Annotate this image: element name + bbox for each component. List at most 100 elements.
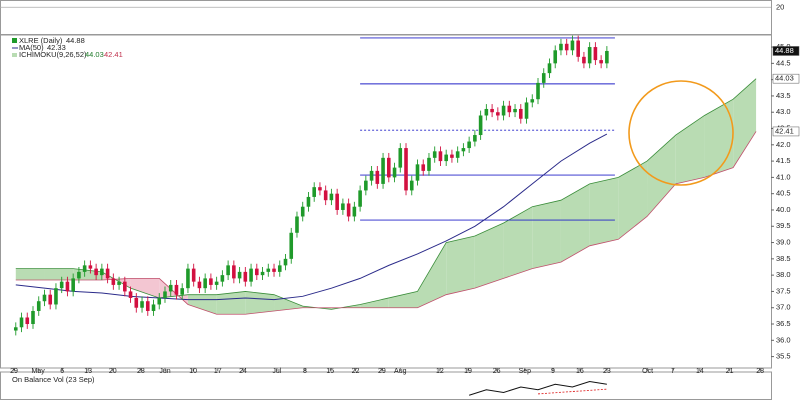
candle-body	[54, 288, 58, 305]
x-tick-label: 22	[352, 368, 360, 375]
span-a-line	[15, 78, 757, 310]
candle-body	[272, 268, 276, 272]
candle-body	[570, 40, 575, 51]
legend-symbol: XLRE (Daily)	[19, 36, 63, 45]
cloud-segment	[245, 291, 275, 315]
candle-body	[82, 265, 87, 272]
obv-line	[468, 380, 607, 396]
legend-span-a: 44.03	[85, 50, 104, 59]
candle-body	[295, 216, 299, 233]
candle-body	[375, 170, 380, 184]
x-tick-label: Sep	[519, 368, 532, 375]
candle-body	[559, 43, 563, 51]
legend-ma-value: 42.33	[47, 43, 66, 52]
y-tick-label: 41.0	[776, 172, 791, 181]
candle-body	[260, 271, 265, 276]
cloud-segment	[388, 291, 418, 308]
x-tick-label: Oct	[642, 368, 653, 375]
cloud-segment	[647, 135, 676, 217]
candle-body	[513, 108, 517, 113]
x-tick-label: 8	[303, 368, 307, 375]
x-tick-label: 17	[214, 368, 222, 375]
candle-body	[318, 187, 322, 191]
legend-swatch	[12, 38, 17, 43]
cloud-segment	[360, 297, 389, 308]
y-tick-label: 40.0	[776, 205, 791, 214]
candle-body	[587, 47, 592, 64]
cloud-segment	[532, 200, 561, 269]
candle-body	[249, 268, 253, 282]
candle-body	[547, 63, 552, 74]
highlight-circle	[628, 80, 734, 186]
x-tick-label: 21	[726, 368, 734, 375]
candle-body	[191, 268, 196, 282]
obv-trend	[537, 388, 607, 395]
y-tick-label: 44.5	[776, 58, 791, 67]
candle-body	[461, 148, 466, 152]
candle-body	[312, 187, 316, 197]
candle-body	[536, 82, 540, 100]
candle-body	[300, 206, 305, 217]
y-tick-label: 39.5	[776, 221, 791, 230]
candle-body	[128, 291, 133, 298]
y-tick-label: 42.0	[776, 140, 791, 149]
candle-body	[438, 151, 443, 162]
span-a-price-box	[772, 73, 800, 84]
y-tick-label: 38.5	[776, 254, 791, 263]
candle-body	[277, 265, 282, 272]
candle-body	[105, 268, 110, 279]
candle-body	[335, 193, 339, 210]
candle-body	[266, 268, 271, 272]
candle-body	[13, 327, 18, 331]
candle-body	[329, 193, 334, 201]
legend-ichimoku: ICHIMOKU(9,26,52)	[19, 50, 87, 59]
x-tick-label: Aug	[394, 368, 407, 375]
candle-body	[145, 301, 150, 311]
x-tick-label: 13	[84, 368, 92, 375]
x-tick-label: Jun	[159, 368, 170, 375]
cloud-segment	[503, 206, 533, 279]
cloud-segment	[446, 236, 475, 295]
close-price-box	[772, 46, 800, 56]
x-tick-label: 9	[551, 368, 555, 375]
ma-line	[15, 133, 608, 301]
close-price: 44.88	[775, 46, 794, 55]
x-tick-label: 7	[671, 368, 675, 375]
candle-body	[203, 278, 207, 289]
y-tick-label: 39.0	[776, 238, 791, 247]
candle-body	[518, 108, 523, 119]
candle-body	[346, 203, 351, 217]
legend-span-b: 42.41	[104, 50, 123, 59]
candle-body	[25, 317, 30, 325]
candle-body	[605, 50, 609, 64]
candle-body	[140, 301, 144, 308]
candle-body	[157, 297, 162, 305]
candle-body	[553, 50, 558, 64]
candle-body	[381, 157, 385, 184]
y-tick-label: 43.0	[776, 107, 791, 116]
y-tick-label: 37.0	[776, 303, 791, 312]
candle-body	[524, 102, 529, 119]
x-tick-label: 23	[603, 368, 611, 375]
span-b-price-box	[772, 126, 800, 137]
candle-body	[31, 310, 35, 325]
candle-body	[209, 278, 213, 285]
candle-body	[174, 284, 179, 295]
candle-body	[237, 271, 242, 279]
candle-body	[358, 190, 362, 207]
x-tick-label: 24	[239, 368, 247, 375]
legend-cloud-swatch	[12, 53, 17, 57]
candle-body	[392, 167, 397, 178]
cloud-segment	[733, 78, 757, 168]
candle-body	[455, 151, 460, 158]
candle-body	[88, 265, 93, 269]
candle-body	[582, 56, 586, 64]
candle-body	[530, 99, 535, 103]
x-tick-label: 26	[493, 368, 501, 375]
candle-body	[168, 284, 173, 292]
candle-body	[541, 73, 546, 83]
x-tick-label: 14	[696, 368, 704, 375]
candle-body	[421, 164, 426, 171]
candle-body	[197, 281, 202, 289]
y-tick-label: 40.5	[776, 189, 791, 198]
